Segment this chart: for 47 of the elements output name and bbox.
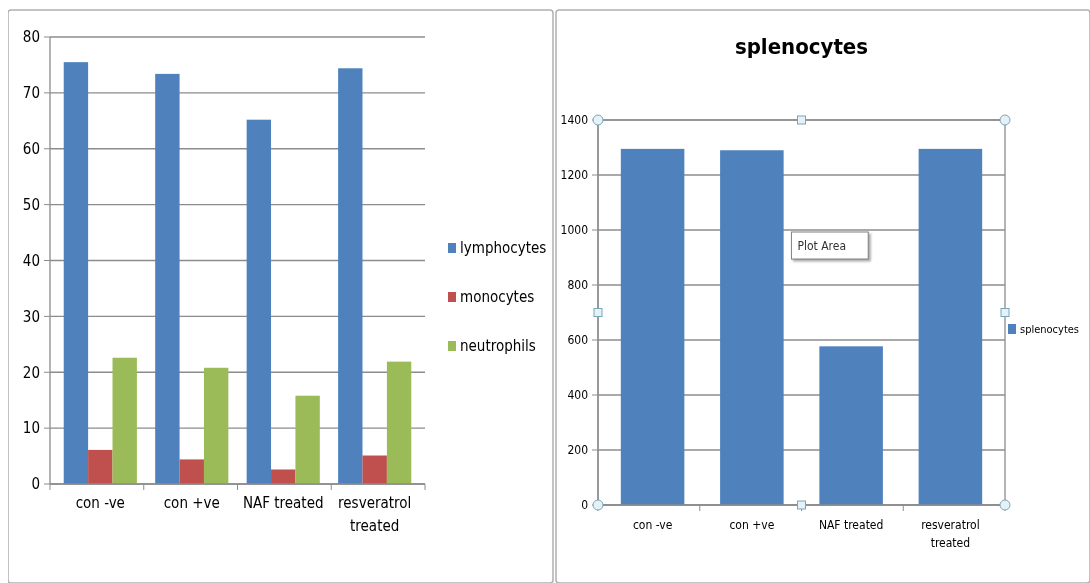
- y-tick-label: 1200: [560, 168, 589, 183]
- bar: [155, 73, 180, 484]
- x-tick-label: resveratrol treated: [338, 494, 412, 535]
- y-tick-label: 400: [567, 388, 589, 403]
- bar: [620, 148, 685, 505]
- y-tick-label: 20: [22, 363, 40, 382]
- legend-label: monocytes: [460, 288, 535, 307]
- x-tick-label: con +ve: [729, 518, 775, 532]
- y-tick-label: 80: [22, 28, 40, 47]
- y-tick-label: 10: [22, 419, 40, 438]
- chart-title: splenocytes: [734, 34, 869, 59]
- bar: [88, 449, 113, 484]
- bar: [338, 68, 363, 484]
- bar: [63, 62, 89, 484]
- y-tick-label: 70: [22, 84, 40, 103]
- x-tick-label: con -ve: [75, 494, 125, 512]
- bar: [720, 150, 784, 505]
- bar: [203, 367, 229, 484]
- x-tick-label: NAF treated: [242, 494, 324, 512]
- bar: [112, 357, 137, 484]
- y-tick-label: 30: [22, 307, 40, 326]
- bar: [295, 395, 320, 484]
- bar: [918, 148, 983, 505]
- x-tick-label: con -ve: [632, 518, 673, 532]
- y-tick-label: 0: [581, 498, 589, 513]
- bar: [246, 119, 272, 484]
- bar: [819, 346, 883, 505]
- x-tick-label: NAF treated: [818, 518, 884, 532]
- y-tick-label: 40: [22, 251, 40, 270]
- bar: [362, 455, 387, 484]
- x-tick-label: resveratrol treated: [921, 518, 980, 550]
- bar: [271, 469, 296, 484]
- y-tick-label: 60: [22, 140, 40, 158]
- legend-label: lymphocytes: [460, 239, 547, 258]
- annotation: Plot Area: [797, 239, 847, 254]
- y-tick-label: 600: [567, 333, 589, 348]
- y-tick-label: 0: [31, 475, 40, 494]
- y-tick-label: 50: [22, 195, 40, 214]
- bar: [179, 459, 204, 484]
- y-tick-label: 1400: [560, 113, 589, 128]
- y-tick-label: 800: [567, 278, 589, 293]
- legend-label: neutrophils: [460, 337, 536, 356]
- x-tick-label: con +ve: [163, 494, 220, 512]
- y-tick-label: 200: [567, 443, 589, 458]
- y-tick-label: 1000: [560, 223, 589, 238]
- legend-label: splenocytes: [1020, 322, 1080, 336]
- bar: [386, 361, 412, 484]
